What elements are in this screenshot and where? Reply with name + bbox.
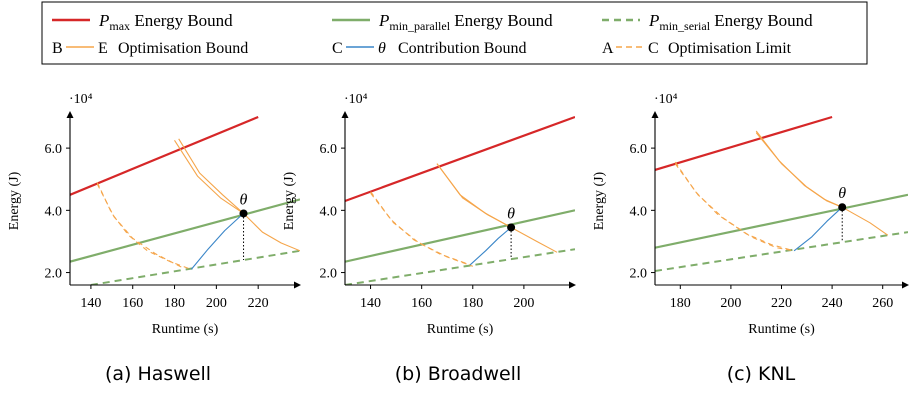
y-axis-label: Energy (J) — [592, 171, 607, 230]
series-contrib — [469, 226, 512, 266]
y-tick-label: 4.0 — [630, 204, 648, 219]
x-tick-label: 200 — [513, 296, 534, 311]
series-contrib — [793, 206, 843, 252]
panel-caption: (b) Broadwell — [395, 363, 521, 385]
legend-label: Pmin_parallel Energy Bound — [378, 11, 553, 33]
x-tick-label: 160 — [411, 296, 432, 311]
x-tick-label: 180 — [670, 296, 691, 311]
y-multiplier: ·10⁴ — [344, 92, 368, 107]
series-opt_limit — [370, 191, 471, 266]
theta-label: θ — [838, 185, 846, 202]
x-tick-label: 200 — [206, 296, 227, 311]
series-pmin_parallel — [655, 193, 908, 249]
legend-entry: Pmin_serial Energy Bound — [602, 11, 813, 33]
series-pmin_serial — [345, 248, 575, 285]
x-tick-label: 140 — [360, 296, 381, 311]
x-axis-arrow — [902, 281, 909, 289]
series-pmax — [70, 115, 259, 196]
legend-entry: Pmax Energy Bound — [52, 11, 233, 33]
y-tick-label: 6.0 — [45, 142, 63, 157]
series-pmin_serial — [90, 249, 300, 285]
plot-area — [345, 115, 575, 285]
y-multiplier: ·10⁴ — [69, 92, 93, 107]
x-tick-label: 260 — [872, 296, 893, 311]
legend-entry: B E Optimisation Bound — [52, 40, 248, 57]
series-contrib — [190, 212, 244, 270]
y-tick-label: 6.0 — [320, 142, 338, 157]
series-pmin_parallel — [345, 209, 575, 263]
theta-label: θ — [240, 191, 248, 208]
legend-entry: A C Optimisation Limit — [602, 40, 792, 57]
legend-label: Optimisation Limit — [668, 40, 792, 57]
x-axis-label: Runtime (s) — [427, 322, 494, 337]
x-tick-label: 200 — [720, 296, 741, 311]
series-opt_limit — [96, 182, 192, 270]
legend-label: Pmax Energy Bound — [98, 11, 233, 33]
y-tick-label: 4.0 — [45, 204, 63, 219]
legend-entry: Pmin_parallel Energy Bound — [332, 11, 553, 33]
series-opt_bound — [174, 140, 244, 214]
legend-label: Contribution Bound — [398, 40, 526, 57]
legend: Pmax Energy Bound Pmin_parallel Energy Bo… — [41, 1, 868, 65]
x-tick-label: 220 — [771, 296, 792, 311]
series-opt_limit — [674, 163, 795, 252]
theta-label: θ — [507, 205, 515, 222]
plot-area — [655, 115, 908, 272]
y-multiplier: ·10⁴ — [654, 92, 678, 107]
legend-point-label: C — [332, 40, 343, 57]
panel-caption: (c) KNL — [727, 363, 796, 385]
y-axis-arrow — [66, 111, 74, 118]
legend-point-label: B — [52, 40, 63, 57]
theta-marker — [239, 209, 248, 218]
theta-marker — [838, 203, 847, 212]
legend-point-label: C — [648, 40, 659, 57]
x-tick-label: 220 — [248, 296, 269, 311]
x-tick-label: 240 — [822, 296, 843, 311]
x-tick-label: 180 — [462, 296, 483, 311]
x-tick-label: 160 — [122, 296, 143, 311]
series-pmax — [345, 115, 575, 203]
series-opt_limit — [96, 183, 184, 269]
y-axis-label: Energy (J) — [7, 171, 22, 230]
y-tick-label: 2.0 — [320, 267, 338, 282]
series-opt_bound — [755, 130, 889, 236]
x-axis-label: Runtime (s) — [152, 322, 219, 337]
theta-marker — [507, 223, 516, 232]
legend-label: Optimisation Bound — [118, 40, 248, 57]
plot-area — [70, 115, 300, 285]
panel-caption: (a) Haswell — [105, 363, 211, 385]
y-tick-label: 2.0 — [630, 267, 648, 282]
x-axis-label: Runtime (s) — [748, 322, 815, 337]
legend-point-label: E — [98, 40, 108, 57]
x-axis-arrow — [294, 281, 301, 289]
chart-panel: θ 140 160 180 200 2.0 4.0 6.0 ·10⁴ Runtime (s) Ene… — [282, 92, 576, 385]
chart-panel: θ 140 160 180 200 220 2.0 4.0 6.0 ·10⁴ Runtime (s)… — [7, 92, 301, 385]
x-tick-label: 140 — [80, 296, 101, 311]
legend-label: Pmin_serial Energy Bound — [648, 11, 813, 33]
series-opt_limit — [370, 192, 473, 267]
series-pmin_serial — [655, 231, 908, 272]
series-opt_bound — [436, 163, 512, 228]
y-tick-label: 6.0 — [630, 142, 648, 157]
series-pmax — [655, 115, 833, 171]
y-tick-label: 4.0 — [320, 204, 338, 219]
series-opt_bound — [755, 132, 843, 208]
legend-point-label: A — [602, 40, 614, 57]
chart-panel: θ 180 200 220 240 260 2.0 4.0 6.0 ·10⁴ Runtime (s)… — [592, 92, 909, 385]
y-axis-label: Energy (J) — [282, 171, 297, 230]
y-tick-label: 2.0 — [45, 267, 63, 282]
y-axis-arrow — [341, 111, 349, 118]
series-pmin_parallel — [70, 198, 300, 263]
x-axis-arrow — [569, 281, 576, 289]
legend-point-label: θ — [378, 40, 386, 57]
x-tick-label: 180 — [164, 296, 185, 311]
y-axis-arrow — [651, 111, 659, 118]
legend-box — [41, 1, 868, 65]
series-opt_limit — [674, 161, 795, 252]
